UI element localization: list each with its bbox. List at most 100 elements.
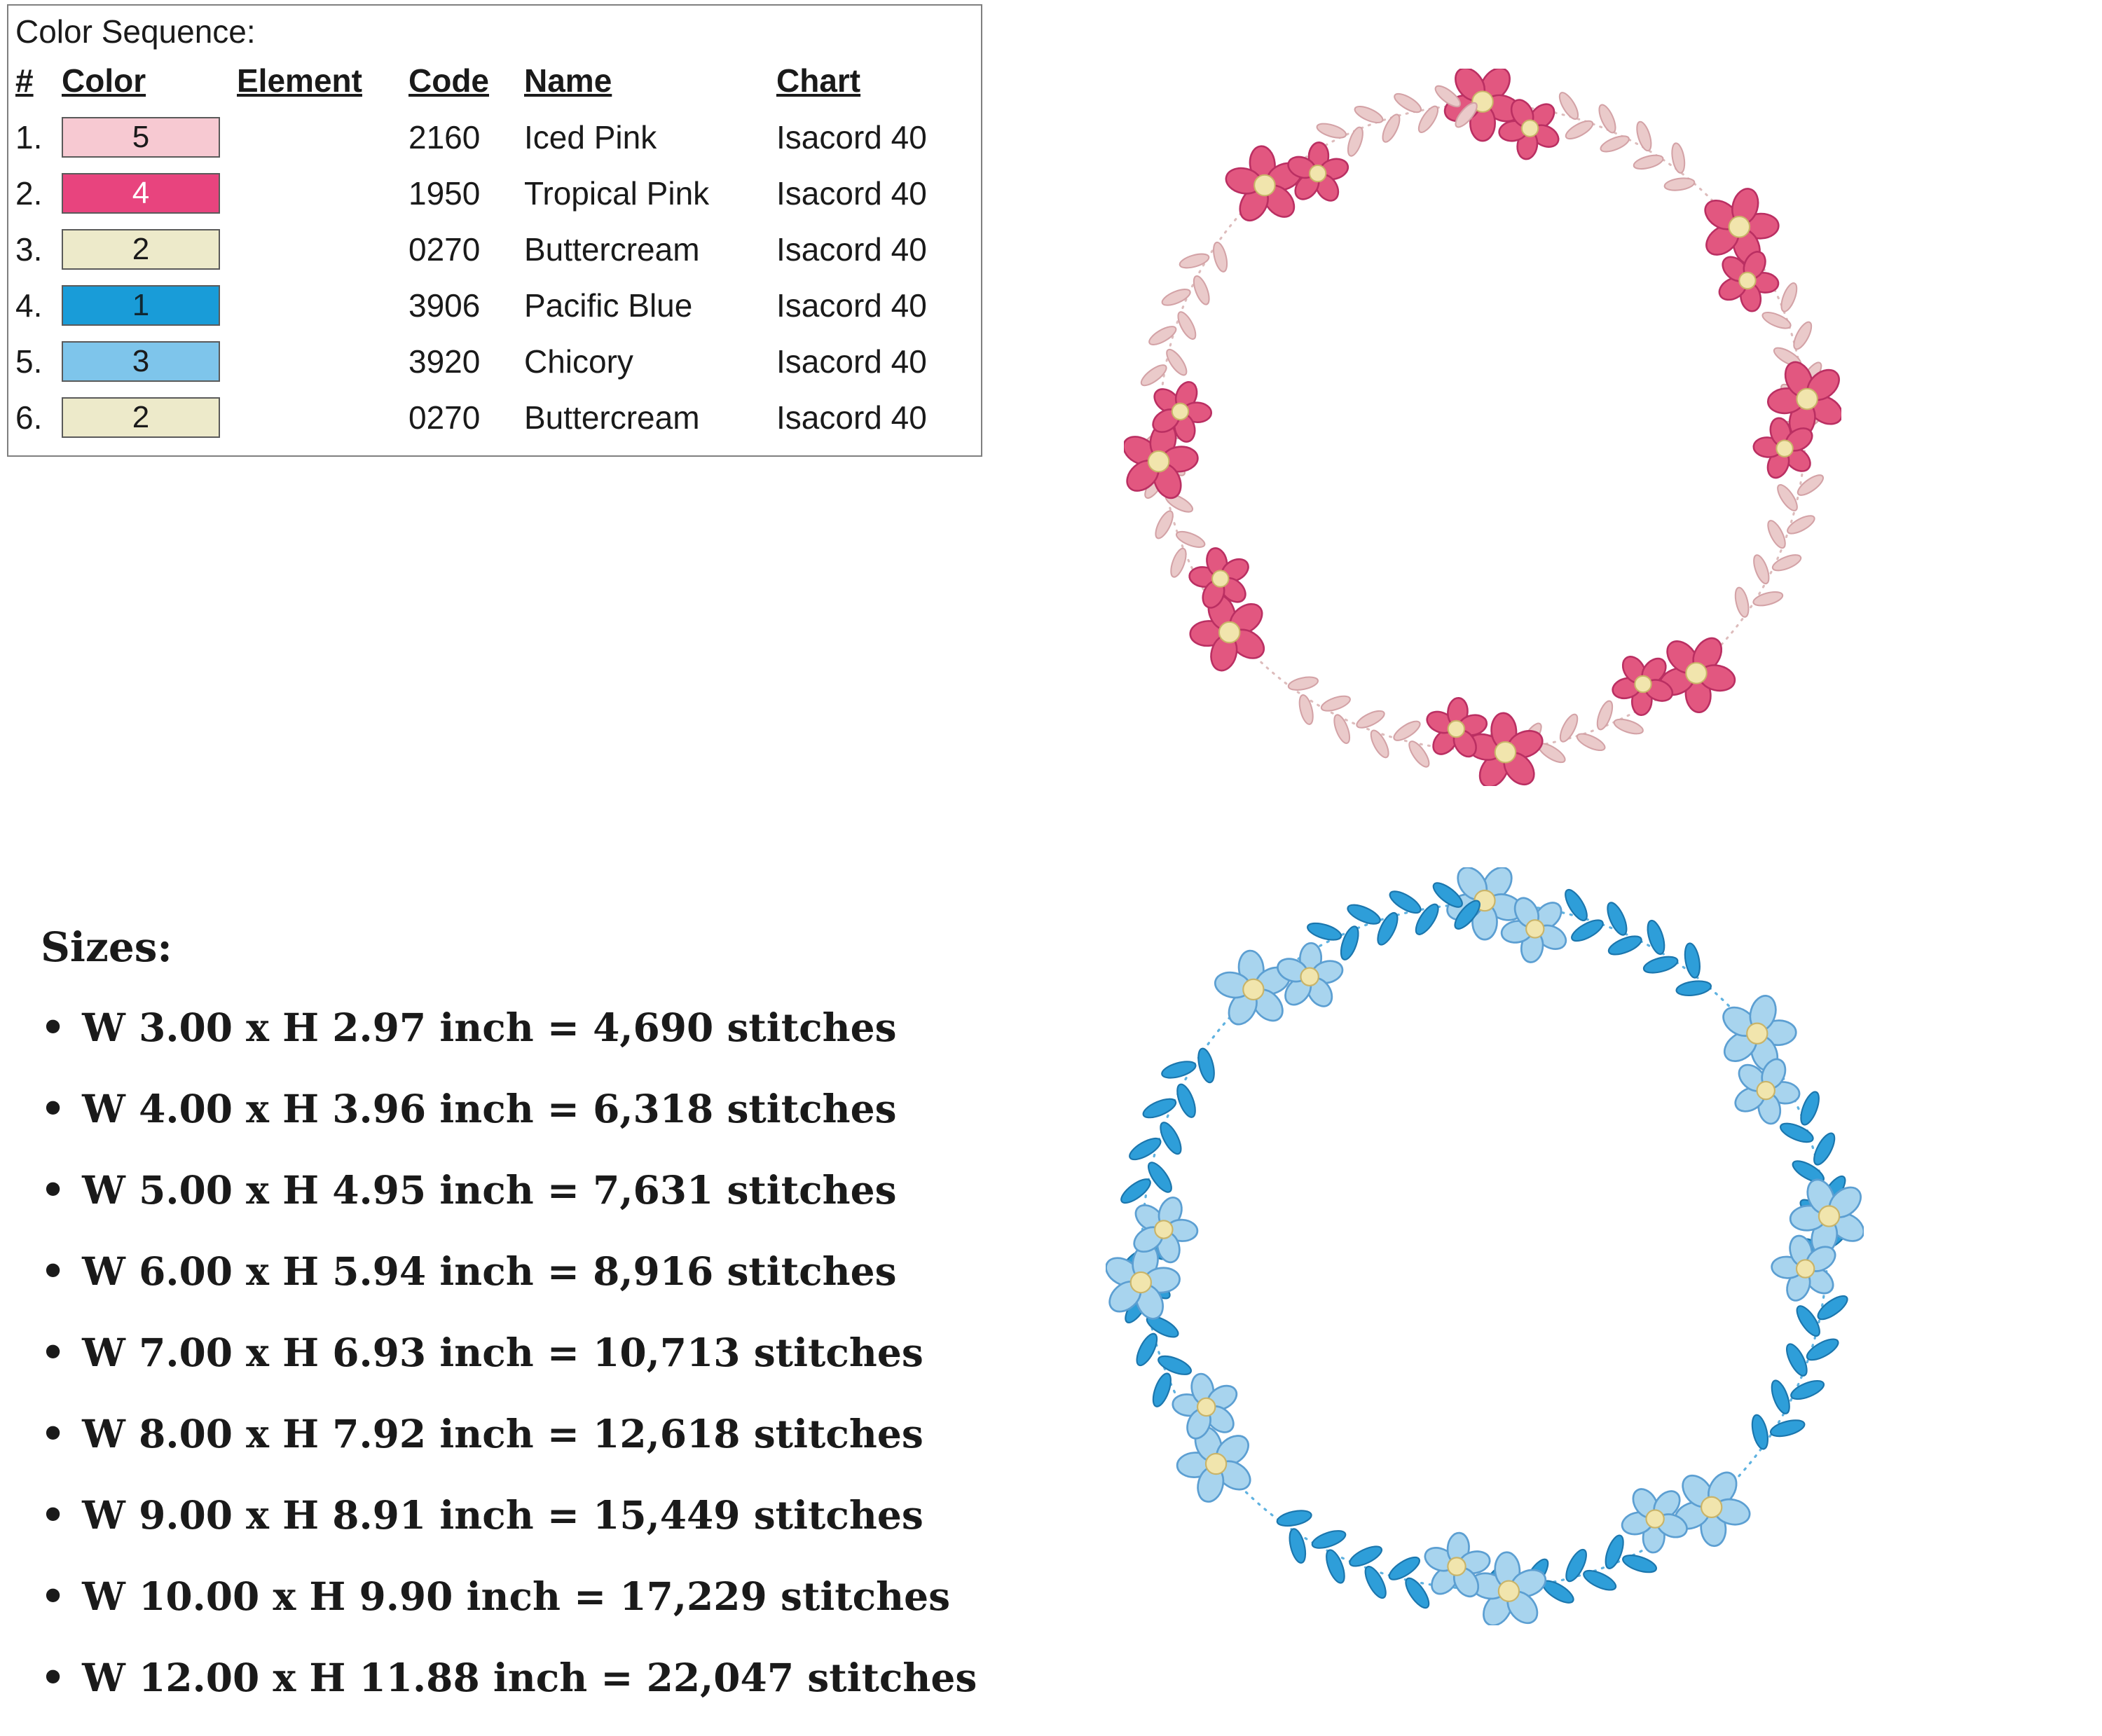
bullet: • xyxy=(41,1005,66,1050)
leaf-icon xyxy=(1777,484,1798,511)
leaf-icon xyxy=(1177,311,1197,340)
row-index: 5. xyxy=(15,343,43,380)
leaf-icon xyxy=(1340,925,1359,960)
col-header-name: Name xyxy=(524,62,612,99)
bullet: • xyxy=(41,1167,66,1213)
swatch-cell: 2 xyxy=(62,221,237,277)
leaf-icon xyxy=(1684,942,1701,979)
flower-icon xyxy=(1466,712,1544,786)
leaf-icon xyxy=(1607,902,1628,936)
leaf-icon xyxy=(1434,85,1462,108)
leaf-icon xyxy=(1565,1548,1587,1583)
flower-icon xyxy=(1469,1551,1547,1625)
color-sequence-table: # Color Element Code Name Chart 1. 5 2160 I… xyxy=(15,52,973,446)
size-text: W 10.00 x H 9.90 inch = 17,229 stitches xyxy=(82,1573,951,1619)
leaf-icon xyxy=(1796,1305,1820,1337)
blue-wreath-svg xyxy=(1106,867,1864,1625)
leaf-icon xyxy=(1152,1372,1172,1407)
leaf-icon xyxy=(1298,694,1314,725)
flower-icon xyxy=(1424,1531,1491,1598)
thread-chart: Isacord 40 xyxy=(776,231,927,268)
leaf-icon xyxy=(1576,733,1606,752)
element-cell xyxy=(237,333,408,390)
leaf-icon xyxy=(1349,1545,1383,1567)
bullet: • xyxy=(41,1330,66,1375)
leaf-icon xyxy=(1289,1528,1307,1564)
thread-chart: Isacord 40 xyxy=(776,343,927,380)
leaf-icon xyxy=(1751,1414,1768,1450)
leaf-icon xyxy=(1388,1556,1420,1580)
flower-icon xyxy=(1704,188,1780,266)
leaf-icon xyxy=(1155,510,1174,539)
element-cell xyxy=(237,277,408,333)
leaf-icon xyxy=(1790,1380,1825,1400)
leaf-icon xyxy=(1753,554,1770,585)
leaf-icon xyxy=(1120,1178,1151,1204)
leaf-icon xyxy=(1792,1160,1825,1183)
leaf-icon xyxy=(1598,104,1616,134)
leaf-icon xyxy=(1752,591,1784,607)
flower-icon xyxy=(1498,99,1560,160)
leaf-icon xyxy=(1787,515,1815,535)
leaf-icon xyxy=(1780,282,1798,312)
leaf-icon xyxy=(1158,1355,1193,1375)
leaf-icon xyxy=(1636,120,1652,152)
size-item: • W 10.00 x H 9.90 inch = 17,229 stitches xyxy=(41,1573,977,1619)
col-header-color: Color xyxy=(62,62,146,99)
size-text: W 3.00 x H 2.97 inch = 4,690 stitches xyxy=(82,1005,897,1050)
leaf-icon xyxy=(1663,177,1696,191)
leaf-icon xyxy=(1140,364,1167,387)
size-text: W 6.00 x H 5.94 inch = 8,916 stitches xyxy=(82,1248,897,1294)
swatch-cell: 5 xyxy=(62,109,237,165)
leaf-icon xyxy=(1622,1555,1657,1573)
thread-code: 0270 xyxy=(408,399,481,436)
thread-color-swatch: 2 xyxy=(62,397,220,438)
leaf-icon xyxy=(1161,289,1191,306)
leaf-icon xyxy=(1129,1137,1162,1161)
size-item: • W 3.00 x H 2.97 inch = 4,690 stitches xyxy=(41,1005,977,1050)
leaf-icon xyxy=(1565,888,1588,921)
leaf-icon xyxy=(1647,919,1665,956)
leaf-icon xyxy=(1287,676,1319,691)
leaf-icon xyxy=(1415,903,1439,935)
flower-icon xyxy=(1674,1471,1751,1548)
leaf-icon xyxy=(1793,321,1813,350)
leaf-icon xyxy=(1213,241,1228,273)
size-text: W 12.00 x H 11.88 inch = 22,047 stitches xyxy=(82,1655,977,1700)
bullet: • xyxy=(41,1248,66,1294)
leaf-icon xyxy=(1767,520,1786,549)
flower-icon xyxy=(1771,1234,1836,1302)
flower-icon xyxy=(1124,422,1199,500)
leaf-icon xyxy=(1326,1549,1345,1584)
leaf-icon xyxy=(1136,1332,1158,1367)
swatch-cell: 3 xyxy=(62,333,237,390)
leaf-icon xyxy=(1613,718,1644,735)
flower-icon xyxy=(1500,897,1567,963)
leaf-icon xyxy=(1607,935,1642,956)
sizes-list: • W 3.00 x H 2.97 inch = 4,690 stitches • W… xyxy=(41,1005,977,1700)
thread-code: 1950 xyxy=(408,175,481,212)
leaf-icon xyxy=(1370,729,1389,759)
size-text: W 5.00 x H 4.95 inch = 7,631 stitches xyxy=(82,1167,897,1213)
flower-icon xyxy=(1621,1488,1688,1554)
bullet: • xyxy=(41,1655,66,1700)
leaf-icon xyxy=(1354,105,1384,124)
size-text: W 8.00 x H 7.92 inch = 12,618 stitches xyxy=(82,1411,923,1456)
size-item: • W 9.00 x H 8.91 inch = 15,449 stitches xyxy=(41,1492,977,1538)
leaf-icon xyxy=(1583,1569,1617,1591)
leaf-icon xyxy=(1806,1338,1839,1361)
col-header-chart: Chart xyxy=(776,62,861,99)
bullet: • xyxy=(41,1492,66,1538)
leaf-icon xyxy=(1364,1566,1387,1599)
thread-code: 2160 xyxy=(408,119,481,156)
leaf-icon xyxy=(1160,1122,1182,1155)
leaf-icon xyxy=(1333,714,1351,744)
flower-icon xyxy=(1789,1178,1864,1255)
flower-icon xyxy=(1176,1426,1251,1503)
pink-floral-wreath-image xyxy=(1124,69,1841,786)
flower-icon xyxy=(1612,656,1674,717)
leaf-icon xyxy=(1675,980,1712,997)
size-item: • W 4.00 x H 3.96 inch = 6,318 stitches xyxy=(41,1086,977,1131)
leaf-icon xyxy=(1394,92,1422,113)
blue-floral-wreath-image xyxy=(1106,867,1864,1625)
